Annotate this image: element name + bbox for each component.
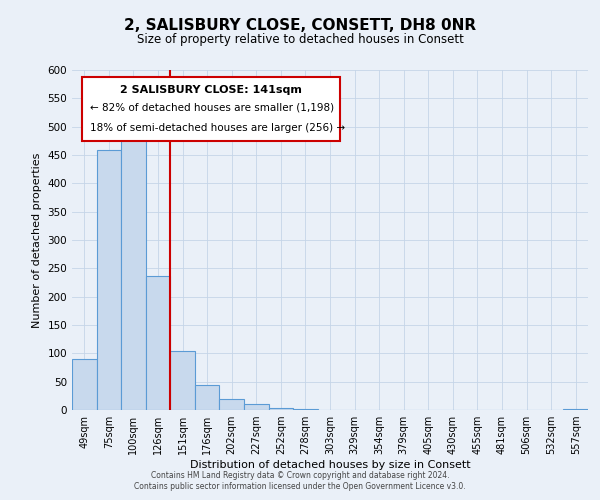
Text: Size of property relative to detached houses in Consett: Size of property relative to detached ho… xyxy=(137,32,463,46)
Y-axis label: Number of detached properties: Number of detached properties xyxy=(32,152,42,328)
Bar xyxy=(220,398,244,410)
Text: 2, SALISBURY CLOSE, CONSETT, DH8 0NR: 2, SALISBURY CLOSE, CONSETT, DH8 0NR xyxy=(124,18,476,32)
Text: 18% of semi-detached houses are larger (256) →: 18% of semi-detached houses are larger (… xyxy=(90,122,345,132)
Text: ← 82% of detached houses are smaller (1,198): ← 82% of detached houses are smaller (1,… xyxy=(90,102,334,113)
Bar xyxy=(97,150,121,410)
Bar xyxy=(121,126,146,410)
X-axis label: Distribution of detached houses by size in Consett: Distribution of detached houses by size … xyxy=(190,460,470,470)
Text: Contains HM Land Registry data © Crown copyright and database right 2024.: Contains HM Land Registry data © Crown c… xyxy=(151,470,449,480)
Bar xyxy=(195,384,220,410)
Text: 2 SALISBURY CLOSE: 141sqm: 2 SALISBURY CLOSE: 141sqm xyxy=(121,86,302,96)
Bar xyxy=(244,404,269,410)
Bar xyxy=(269,408,293,410)
Bar xyxy=(72,359,97,410)
Bar xyxy=(170,350,195,410)
Bar xyxy=(146,276,170,410)
FancyBboxPatch shape xyxy=(82,77,340,142)
Text: Contains public sector information licensed under the Open Government Licence v3: Contains public sector information licen… xyxy=(134,482,466,491)
